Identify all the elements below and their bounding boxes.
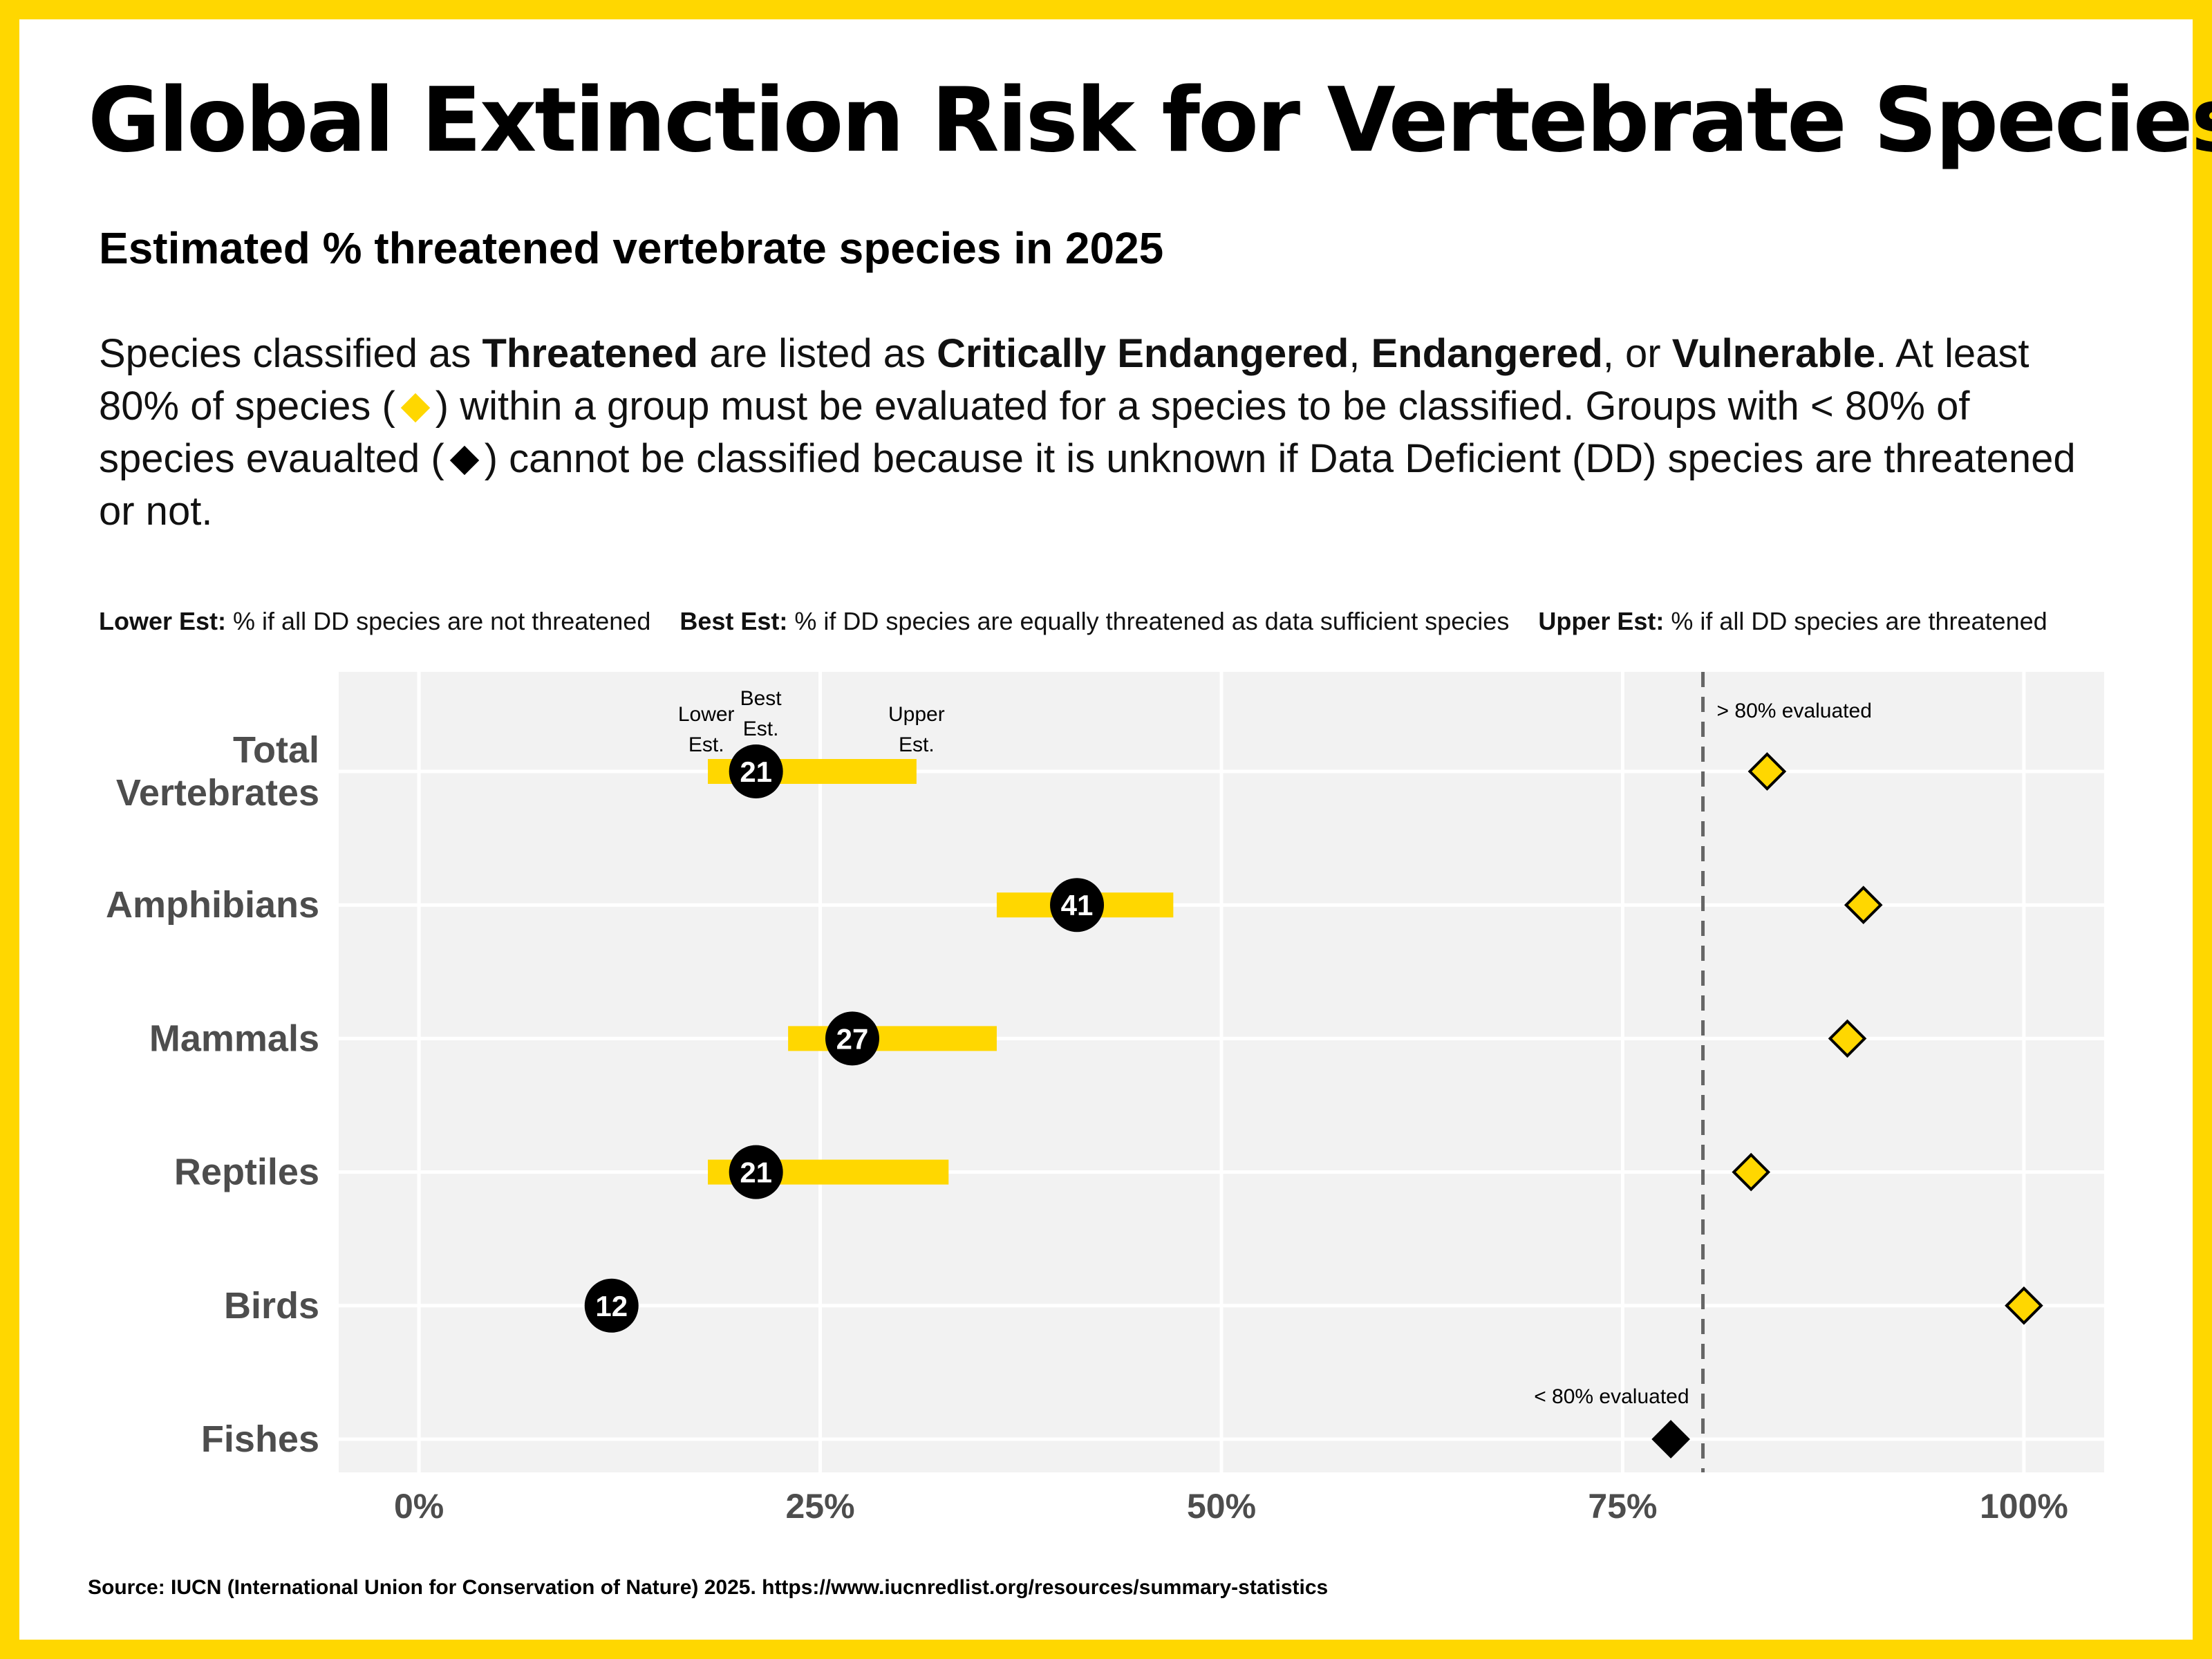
x-tick-label: 0% — [394, 1487, 444, 1526]
chart-title: Global Extinction Risk for Vertebrate Sp… — [88, 69, 2212, 172]
desc-text: ) within a group must be evaluated for a… — [99, 384, 1970, 481]
desc-text: , — [1349, 331, 1371, 376]
lower-est-annotation: Lower — [678, 703, 735, 726]
desc-vulnerable: Vulnerable — [1671, 331, 1876, 376]
source-note: Source: IUCN (International Union for Co… — [88, 1576, 1329, 1599]
best-est-point — [1050, 878, 1105, 932]
legend-best-text: % if DD species are equally threatened a… — [787, 607, 1510, 635]
best-est-label: 27 — [836, 1022, 869, 1055]
desc-threatened: Threatened — [482, 331, 699, 376]
desc-text: Species classified as — [99, 331, 482, 376]
unevaluated-diamond — [1651, 1420, 1690, 1459]
x-tick-label: 75% — [1588, 1487, 1657, 1526]
x-tick-label: 25% — [786, 1487, 855, 1526]
best-est-point — [729, 744, 783, 798]
evaluated-diamond — [1828, 1019, 1867, 1058]
legend-lower-text: % if all DD species are not threatened — [226, 607, 651, 635]
desc-critically-endangered: Critically Endangered — [937, 331, 1349, 376]
best-est-point — [729, 1145, 783, 1199]
above-threshold-annotation: > 80% evaluated — [1717, 700, 1872, 722]
y-tick-label: Birds — [224, 1285, 319, 1327]
best-est-annotation: Best — [740, 687, 782, 710]
desc-text: ) cannot be classified because it is unk… — [99, 436, 2076, 534]
legend-lower-label: Lower Est: — [99, 607, 227, 635]
x-tick-label: 100% — [1980, 1487, 2068, 1526]
evaluated-diamond — [1732, 1152, 1771, 1192]
desc-text: , or — [1602, 331, 1672, 376]
y-tick-label: Reptiles — [174, 1152, 319, 1193]
desc-endangered: Endangered — [1371, 331, 1603, 376]
best-est-label: 12 — [595, 1290, 628, 1322]
chart-description: Species classified as Threatened are lis… — [99, 328, 2103, 538]
best-est-annotation: Est. — [743, 718, 779, 740]
y-tick-label: Mammals — [149, 1018, 319, 1059]
y-tick-label: Fishes — [201, 1418, 319, 1460]
range-bar — [788, 1026, 997, 1051]
desc-text: . At least 80% of species ( — [99, 331, 2030, 429]
evaluated-diamond — [1747, 752, 1787, 791]
upper-est-annotation: Upper — [888, 703, 945, 726]
best-est-point — [584, 1278, 639, 1333]
below-threshold-annotation: < 80% evaluated — [1534, 1385, 1689, 1408]
best-est-label: 21 — [740, 1156, 772, 1189]
estimate-legend: Lower Est: % if all DD species are not t… — [99, 607, 2047, 636]
best-est-label: 21 — [740, 756, 772, 788]
legend-best-label: Best Est: — [679, 607, 788, 635]
lower-est-annotation: Est. — [688, 733, 724, 756]
x-tick-label: 50% — [1187, 1487, 1256, 1526]
best-est-point — [825, 1011, 879, 1066]
chart-subtitle: Estimated % threatened vertebrate specie… — [99, 223, 1164, 273]
best-est-label: 41 — [1061, 889, 1094, 921]
y-tick-label: Vertebrates — [116, 772, 319, 814]
legend-upper-text: % if all DD species are threatened — [1664, 607, 2047, 635]
evaluated-diamond — [2005, 1286, 2043, 1325]
legend-upper-label: Upper Est: — [1538, 607, 1665, 635]
y-tick-label: Total — [233, 729, 319, 771]
evaluated-diamond — [1844, 885, 1883, 925]
y-tick-label: Amphibians — [106, 884, 319, 926]
upper-est-annotation: Est. — [899, 733, 935, 756]
desc-text: are listed as — [698, 331, 937, 376]
